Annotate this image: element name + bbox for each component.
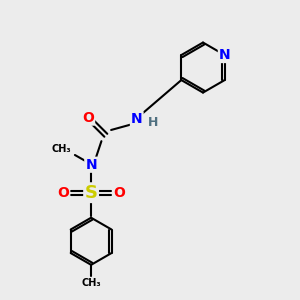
Text: O: O (82, 111, 94, 124)
Text: H: H (148, 116, 158, 129)
Text: O: O (57, 186, 69, 200)
Text: CH₃: CH₃ (52, 143, 71, 154)
Text: O: O (113, 186, 125, 200)
Text: S: S (85, 184, 98, 202)
Text: CH₃: CH₃ (81, 278, 101, 288)
Text: N: N (85, 158, 97, 172)
Text: N: N (219, 48, 230, 62)
Text: N: N (131, 112, 142, 126)
